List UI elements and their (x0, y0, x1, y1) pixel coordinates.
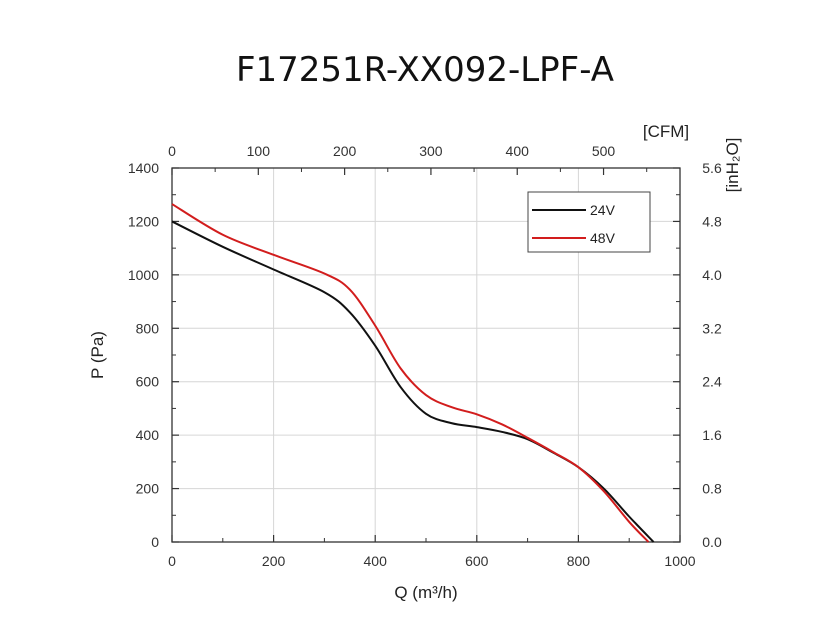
top-tick-label: 200 (333, 143, 357, 159)
right-tick-label: 0.0 (702, 534, 722, 550)
y-tick-label: 200 (136, 481, 160, 497)
x-tick-label: 600 (465, 553, 489, 569)
y-tick-label: 1400 (128, 160, 159, 176)
x-tick-label: 1000 (664, 553, 695, 569)
x-tick-label: 200 (262, 553, 286, 569)
legend-label-24V: 24V (590, 202, 616, 218)
right-tick-label: 4.0 (702, 267, 722, 283)
top-tick-label: 0 (168, 143, 176, 159)
series-line-48V (171, 203, 650, 543)
right-tick-label: 1.6 (702, 427, 722, 443)
right-tick-label: 3.2 (702, 320, 722, 336)
legend: 24V 48V (527, 191, 651, 253)
y-tick-label: 1000 (128, 267, 159, 283)
series-lines (171, 203, 655, 543)
top-tick-label: 100 (247, 143, 271, 159)
right-tick-label: 5.6 (702, 160, 722, 176)
legend-label-48V: 48V (590, 230, 616, 246)
top-tick-label: 400 (506, 143, 530, 159)
top-axis-unit: [CFM] (643, 122, 689, 141)
major-ticks (171, 167, 681, 543)
right-axis-unit: [inH₂O] (723, 138, 742, 193)
chart-title: F17251R-XX092-LPF-A (235, 50, 615, 90)
right-tick-label: 0.8 (702, 481, 722, 497)
minor-ticks (172, 168, 680, 542)
x-tick-label: 800 (567, 553, 591, 569)
x-tick-label: 0 (168, 553, 176, 569)
y-axis-title: P (Pa) (88, 331, 107, 379)
y-tick-label: 600 (136, 374, 160, 390)
top-tick-label: 500 (592, 143, 616, 159)
x-tick-label: 400 (364, 553, 388, 569)
x-axis-title: Q (m³/h) (394, 583, 457, 602)
legend-box (527, 191, 651, 253)
right-tick-label: 2.4 (702, 374, 722, 390)
right-tick-label: 4.8 (702, 213, 722, 229)
y-tick-label: 1200 (128, 213, 159, 229)
y-tick-label: 400 (136, 427, 160, 443)
y-tick-label: 800 (136, 320, 160, 336)
y-tick-label: 0 (151, 534, 159, 550)
top-tick-label: 300 (419, 143, 443, 159)
